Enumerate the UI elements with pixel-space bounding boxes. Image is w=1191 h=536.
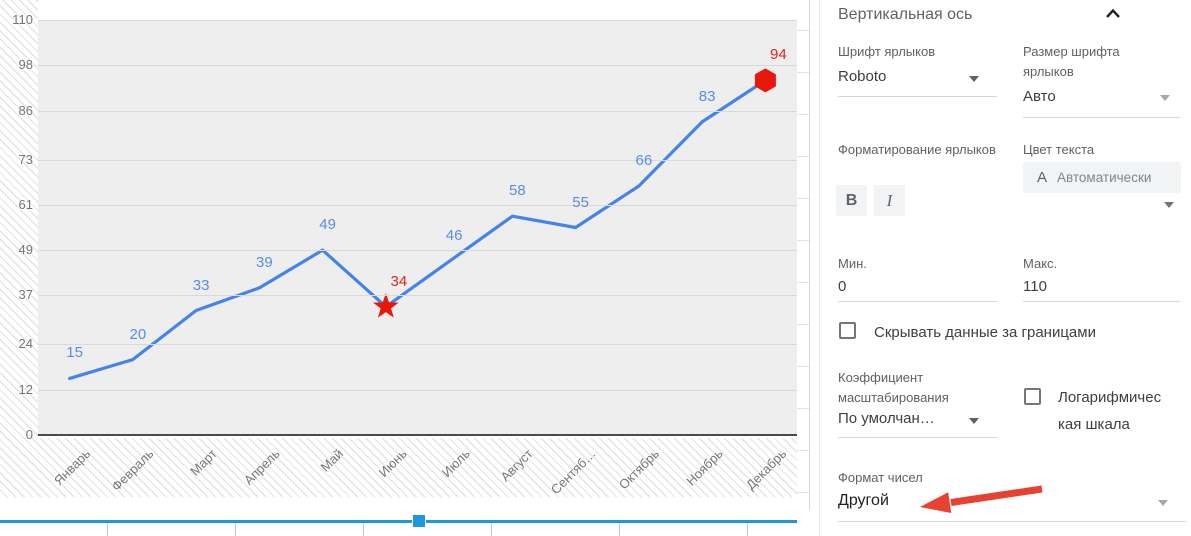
gridline	[38, 110, 797, 112]
hexagon-marker[interactable]	[754, 68, 776, 93]
gridline	[38, 344, 797, 346]
hide-outside-checkbox[interactable]	[839, 322, 856, 339]
log-scale-label-line2: кая шкала	[1058, 416, 1130, 433]
text-color-a-icon: A	[1037, 169, 1048, 186]
scale-factor-select[interactable]: По умолчан…	[838, 410, 935, 427]
y-axis-label: 110	[12, 12, 33, 27]
vertical-axis-panel: Вертикальная ось Шрифт ярлыков Roboto Ра…	[820, 0, 1191, 536]
y-axis-label: 24	[18, 336, 33, 352]
min-label: Мин.	[838, 256, 867, 271]
gridline	[38, 389, 797, 391]
italic-button[interactable]: I	[874, 185, 905, 216]
data-point-label: 39	[256, 253, 273, 271]
font-family-select[interactable]: Roboto	[838, 68, 887, 85]
gridline	[38, 159, 797, 161]
log-scale-label-line1: Логарифмичес	[1058, 389, 1162, 406]
line-series[interactable]	[68, 78, 767, 381]
chart-canvas[interactable]: 0 12 24 37 49 61 73 86 98 110 Январь Февраль Март Апр…	[0, 0, 812, 536]
text-color-select[interactable]: A Автоматически	[1023, 162, 1181, 193]
y-axis-label: 61	[18, 196, 33, 212]
data-point-label: 20	[129, 325, 147, 343]
data-point-label: 15	[66, 344, 83, 362]
data-point-label: 49	[319, 216, 336, 234]
spreadsheet-column-tick	[235, 523, 236, 536]
chevron-down-icon[interactable]	[1158, 500, 1168, 506]
spreadsheet-column-tick	[747, 523, 748, 536]
max-label: Макс.	[1023, 256, 1058, 271]
data-point-label: 94	[770, 46, 787, 64]
y-axis-hatch-strip	[0, 0, 38, 497]
spreadsheet-column-tick	[107, 523, 108, 536]
y-axis-label: 12	[18, 381, 33, 397]
data-point-label: 83	[698, 87, 716, 105]
gridline	[38, 65, 797, 67]
gridline	[38, 250, 797, 252]
text-color-value: Автоматически	[1057, 170, 1152, 185]
y-axis-label: 37	[18, 287, 33, 303]
data-point-label: 46	[445, 227, 463, 245]
y-axis-label: 73	[18, 151, 33, 167]
data-point-label: 33	[192, 276, 210, 294]
collapse-chevron-icon[interactable]	[1104, 5, 1122, 23]
label-formatting-label: Форматирование ярлыков	[838, 142, 996, 157]
scale-factor-label: Коэффициент масштабирования	[838, 370, 949, 405]
hide-outside-label: Скрывать данные за границами	[874, 324, 1096, 341]
spreadsheet-sliver	[797, 0, 820, 536]
x-axis-hatch-strip	[0, 438, 797, 497]
gridline	[38, 204, 797, 206]
text-color-label: Цвет текста	[1023, 142, 1095, 157]
spreadsheet-column-tick	[363, 523, 364, 536]
min-input[interactable]: 0	[838, 278, 847, 295]
spreadsheet-column-tick	[619, 523, 620, 536]
chevron-down-icon[interactable]	[1164, 202, 1174, 208]
gridline	[38, 295, 797, 297]
y-axis-label: 0	[25, 427, 33, 442]
gridline	[38, 20, 797, 21]
label-font-size-label: Размер шрифта ярлыков	[1023, 44, 1120, 79]
label-font-label: Шрифт ярлыков	[838, 44, 936, 59]
max-input[interactable]: 110	[1023, 278, 1047, 295]
number-format-select[interactable]: Другой	[838, 492, 889, 509]
panel-left-edge	[819, 0, 820, 536]
number-format-label: Формат чисел	[838, 470, 923, 485]
y-axis-label: 98	[18, 57, 33, 73]
y-axis-label: 49	[18, 242, 33, 258]
spreadsheet-row-lines	[797, 0, 810, 510]
data-point-label: 55	[572, 193, 589, 211]
gridline	[38, 434, 797, 436]
chevron-down-icon[interactable]	[969, 418, 979, 424]
chart-series-layer	[68, 68, 776, 381]
chevron-down-icon[interactable]	[1160, 95, 1170, 101]
spreadsheet-column-tick	[491, 523, 492, 536]
data-point-label: 34	[390, 272, 408, 290]
font-size-select[interactable]: Авто	[1023, 88, 1056, 105]
panel-title: Вертикальная ось	[838, 6, 973, 23]
chevron-down-icon[interactable]	[969, 76, 979, 82]
plot-area[interactable]	[38, 20, 797, 435]
bold-button[interactable]: B	[836, 185, 867, 216]
y-axis-label: 86	[18, 102, 33, 118]
data-point-label: 58	[509, 182, 526, 200]
data-point-label: 66	[635, 152, 653, 169]
log-scale-checkbox[interactable]	[1024, 388, 1041, 405]
chart-resize-handle[interactable]	[412, 514, 426, 528]
star-marker[interactable]	[373, 293, 399, 318]
chart-selection-border[interactable]	[0, 520, 797, 523]
